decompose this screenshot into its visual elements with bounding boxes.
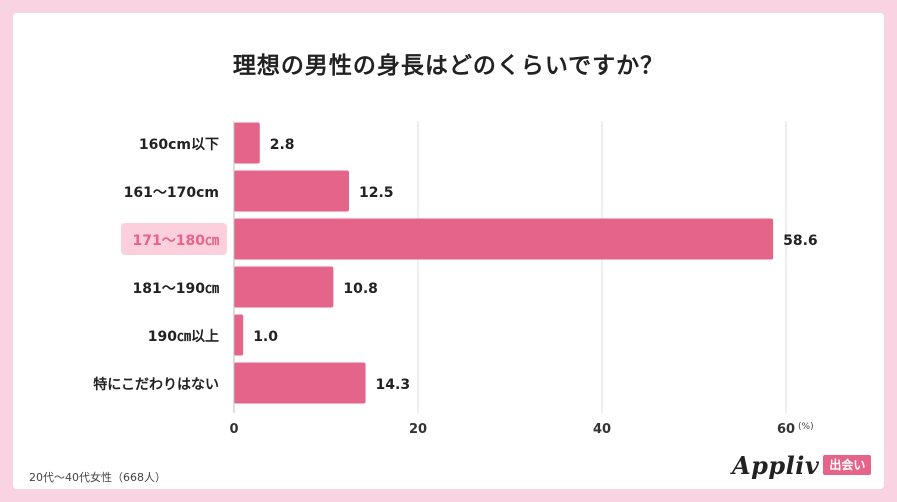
value-label: 1.0 bbox=[253, 329, 278, 345]
bar bbox=[234, 362, 366, 404]
chart-card: 理想の男性の身長はどのくらいですか？ 160cm以下 2.8 161～170cm 12… bbox=[13, 13, 884, 489]
brand-badge: 出会い bbox=[823, 455, 872, 475]
bar-chart: 160cm以下 2.8 161～170cm 12.5 171～180㎝ 58.6 181～1… bbox=[93, 121, 818, 437]
value-label: 10.8 bbox=[343, 281, 378, 297]
category-label: 181～190㎝ bbox=[133, 281, 219, 297]
sample-footnote: 20代～40代女性（668人） bbox=[29, 471, 166, 484]
chart-title: 理想の男性の身長はどのくらいですか？ bbox=[232, 53, 665, 79]
category-label: 160cm以下 bbox=[139, 137, 219, 153]
x-tick-label: 60 bbox=[777, 422, 795, 437]
bar bbox=[234, 314, 244, 356]
highlight-label-background bbox=[121, 223, 227, 255]
bar bbox=[234, 122, 260, 164]
unit-label: (%) bbox=[798, 422, 814, 432]
category-label: 190㎝以上 bbox=[148, 329, 219, 345]
value-label: 12.5 bbox=[359, 185, 394, 201]
value-label: 2.8 bbox=[270, 137, 295, 153]
category-label: 特にこだわりはない bbox=[93, 376, 219, 393]
x-tick-label: 0 bbox=[229, 422, 238, 437]
bar bbox=[234, 170, 349, 212]
category-label: 161～170cm bbox=[124, 185, 219, 201]
x-tick-label: 20 bbox=[409, 422, 427, 437]
brand-logo: Appliv 出会い bbox=[732, 447, 872, 483]
bar bbox=[234, 218, 774, 260]
bar bbox=[234, 266, 334, 308]
brand-name: Appliv bbox=[732, 450, 820, 480]
x-tick-label: 40 bbox=[593, 422, 611, 437]
value-label: 14.3 bbox=[376, 377, 411, 393]
value-label: 58.6 bbox=[783, 233, 818, 249]
category-label: 171～180㎝ bbox=[133, 233, 219, 249]
